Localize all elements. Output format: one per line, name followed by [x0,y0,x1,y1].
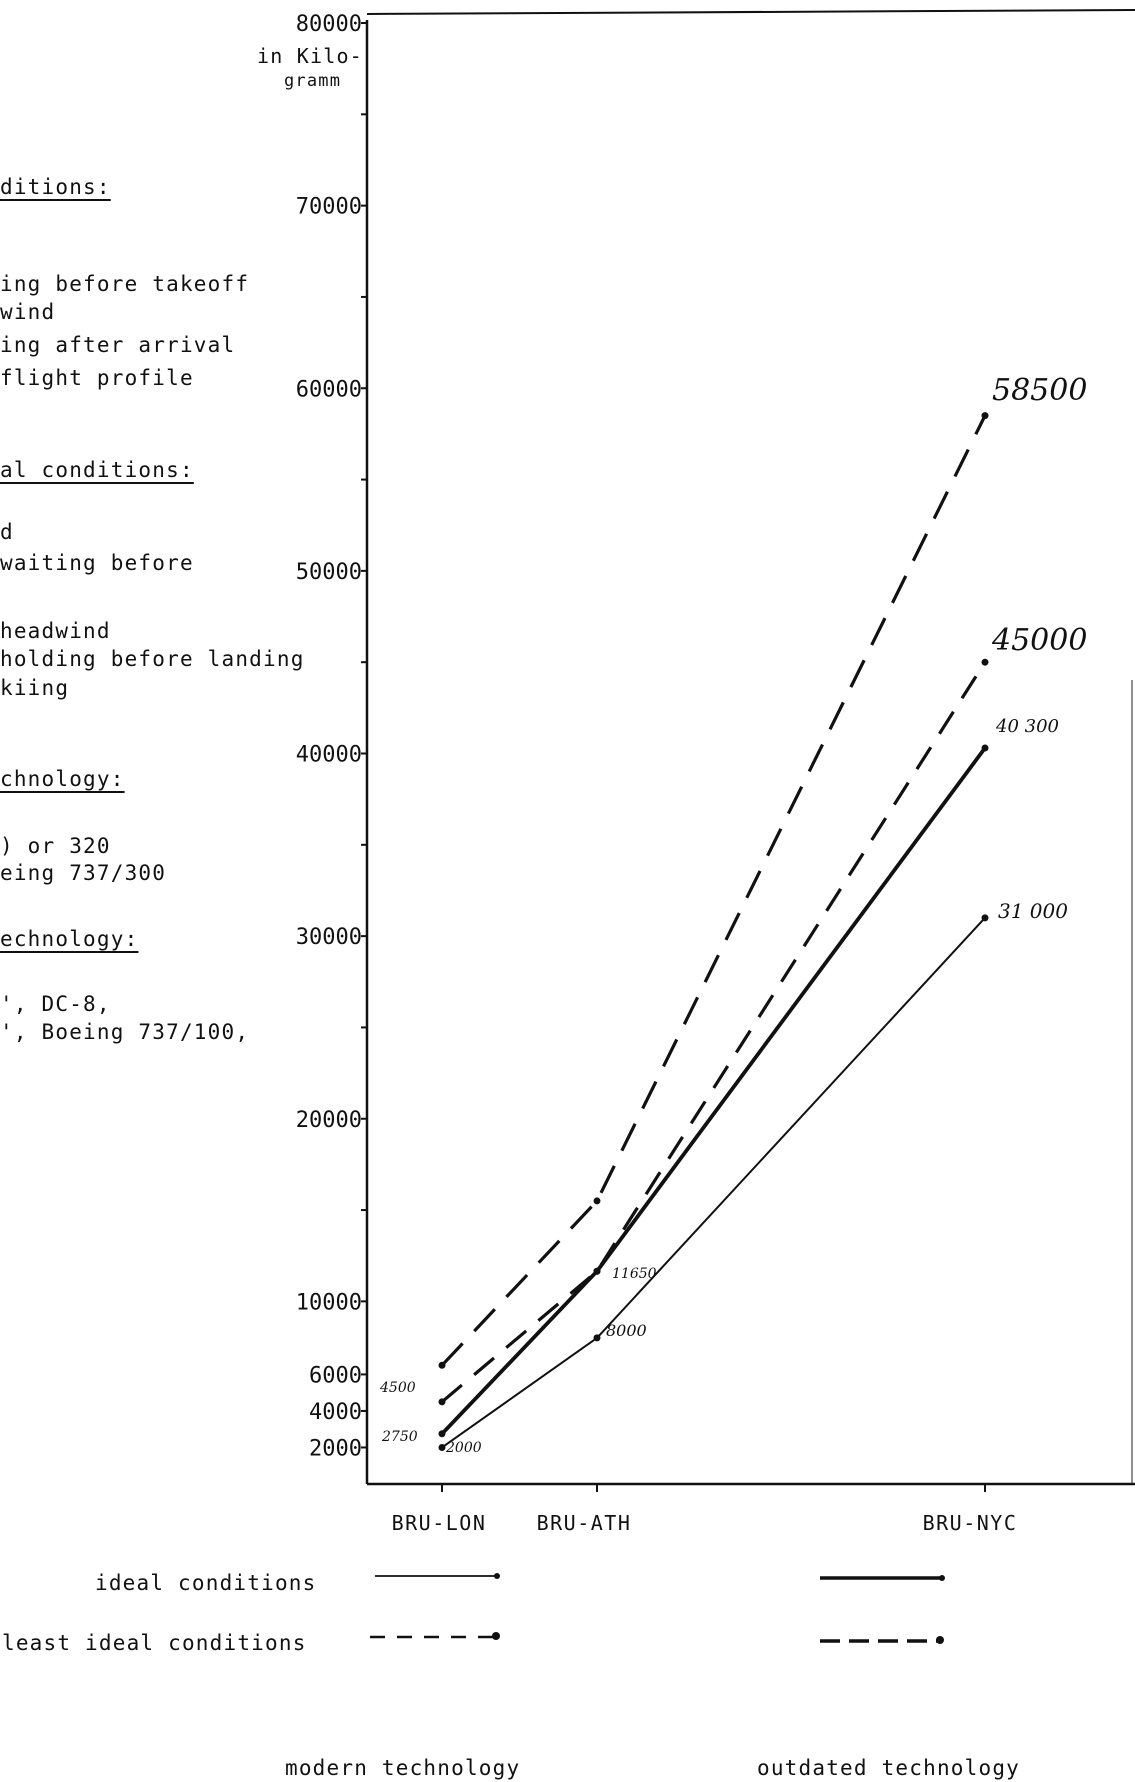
y-tick-label: 20000 [296,1108,362,1133]
left-note-line: headwind [0,619,111,643]
left-note-line: flight profile [0,366,194,390]
data-label: 11650 [612,1266,657,1282]
legend-ideal-label: ideal conditions [95,1571,317,1595]
left-note-line: chnology: [0,767,125,791]
legend-marker [494,1573,500,1579]
y-tick-label: 2000 [309,1436,362,1461]
legend-marker [492,1632,500,1640]
x-tick-label-bru-ath: BRU-ATH [537,1511,632,1535]
left-note-line: kiing [0,676,70,700]
series-point [593,1334,601,1342]
series-line-medium-dash [440,661,987,1404]
y-tick-label: 70000 [296,195,362,220]
left-note-line: ing before takeoff [0,272,250,296]
series-point [593,1267,601,1275]
y-tick-label: 10000 [296,1290,362,1315]
left-note-line: ing after arrival [0,333,236,357]
series-point [438,1398,446,1406]
y-tick-label: 80000 [296,12,362,37]
data-label: 58500 [992,373,1087,408]
y-tick-label: 4000 [309,1400,362,1425]
left-note-line: al conditions: [0,458,194,482]
y-tick-label: 6000 [309,1363,362,1388]
legend-marker [939,1575,945,1581]
unit-label-line-2: gramm [284,71,342,91]
left-note-line: d [0,520,14,544]
legend-outdated-technology: outdated technology [757,1756,1021,1780]
left-note-line: ', Boeing 737/100, [0,1020,250,1044]
left-note-line: wind [0,300,56,324]
legend-modern-technology: modern technology [285,1756,521,1780]
x-tick-label-bru-nyc: BRU-NYC [923,1511,1018,1535]
data-label: 31 000 [998,899,1068,923]
legend-least-ideal-label: least ideal conditions [2,1631,307,1655]
data-label: 4500 [379,1380,416,1396]
left-note-line: ', DC-8, [0,992,111,1016]
left-note-line: ) or 320 [0,834,111,858]
left-note-line: holding before landing [0,647,305,671]
left-note-line: waiting before [0,551,194,575]
legend-marker [936,1636,944,1644]
series-point [981,914,989,922]
y-tick-label: 40000 [296,743,362,768]
left-note-line: eing 737/300 [0,861,167,885]
y-tick-label: 60000 [296,377,362,402]
data-label: 8000 [606,1321,647,1340]
x-tick-label-bru-lon: BRU-LON [392,1511,487,1535]
series-point [438,1361,446,1369]
y-tick-label: 50000 [296,560,362,585]
series-point [593,1197,601,1205]
series-point [981,744,989,752]
series-line-thick-solid [440,746,987,1436]
data-label: 40 300 [995,716,1059,737]
series-line-thin-solid [441,917,986,1449]
series-point [981,658,989,666]
left-note-line: ditions: [0,175,111,199]
series-point [438,1443,446,1451]
series-point [981,412,989,420]
y-tick-label: 30000 [296,925,362,950]
data-label: 45000 [991,623,1087,658]
data-label: 2750 [381,1429,418,1445]
left-note-line: echnology: [0,927,139,951]
series-point [438,1430,446,1438]
data-label: 2000 [445,1440,482,1456]
unit-label-line-1: in Kilo- [257,44,363,68]
top-frame-line [366,9,1135,15]
series-line-long-dash [440,414,987,1367]
